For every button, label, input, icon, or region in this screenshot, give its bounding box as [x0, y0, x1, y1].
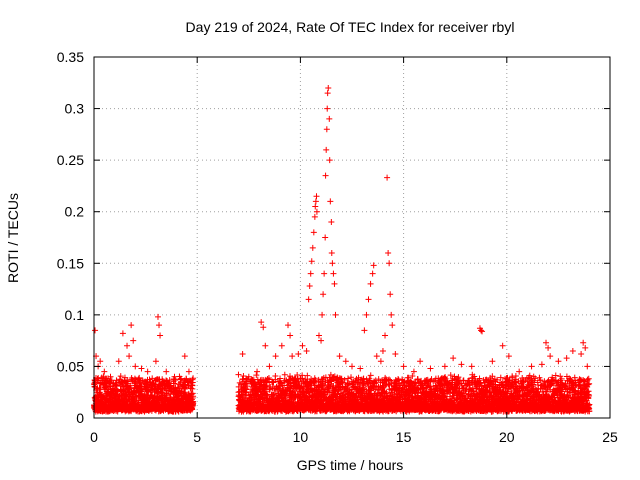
roti-noise-point — [244, 383, 251, 390]
roti-noise-point — [277, 375, 284, 382]
roti-noise-point — [243, 388, 250, 395]
roti-noise-point — [172, 377, 179, 384]
roti-noise-point — [263, 382, 270, 389]
roti-noise-point — [190, 375, 197, 382]
roti-noise-point — [139, 377, 146, 384]
roti-noise-point — [190, 393, 197, 400]
roti-noise-point — [311, 378, 318, 385]
roti-noise-point — [277, 379, 284, 386]
roti-noise-point — [299, 372, 306, 379]
roti-noise-point — [319, 382, 326, 389]
roti-noise-point — [190, 398, 197, 405]
roti-noise-point — [281, 371, 288, 378]
grid-lines — [94, 57, 610, 418]
roti-noise-point — [124, 377, 131, 384]
roti-noise-point — [117, 373, 124, 380]
roti-noise-point — [253, 372, 260, 379]
roti-noise-point — [512, 372, 519, 379]
chart-title: Day 219 of 2024, Rate Of TEC Index for r… — [186, 19, 515, 35]
roti-noise-point — [174, 384, 181, 391]
roti-noise-point — [235, 371, 242, 378]
roti-noise-point — [113, 382, 120, 389]
roti-noise-point — [240, 372, 247, 379]
roti-noise-point — [276, 383, 283, 390]
roti-noise-point — [304, 372, 311, 379]
roti-noise-point — [367, 372, 374, 379]
roti-noise-point — [345, 375, 352, 382]
roti-noise-point — [272, 373, 279, 380]
roti-noise-point — [319, 376, 326, 383]
roti-noise-point — [166, 377, 173, 384]
roti-noise-point — [128, 384, 135, 391]
roti-noise-point — [166, 394, 173, 401]
roti-noise-point — [271, 390, 278, 397]
roti-noise-point — [236, 379, 243, 386]
roti-noise-point — [299, 385, 306, 392]
data-points — [91, 84, 593, 415]
